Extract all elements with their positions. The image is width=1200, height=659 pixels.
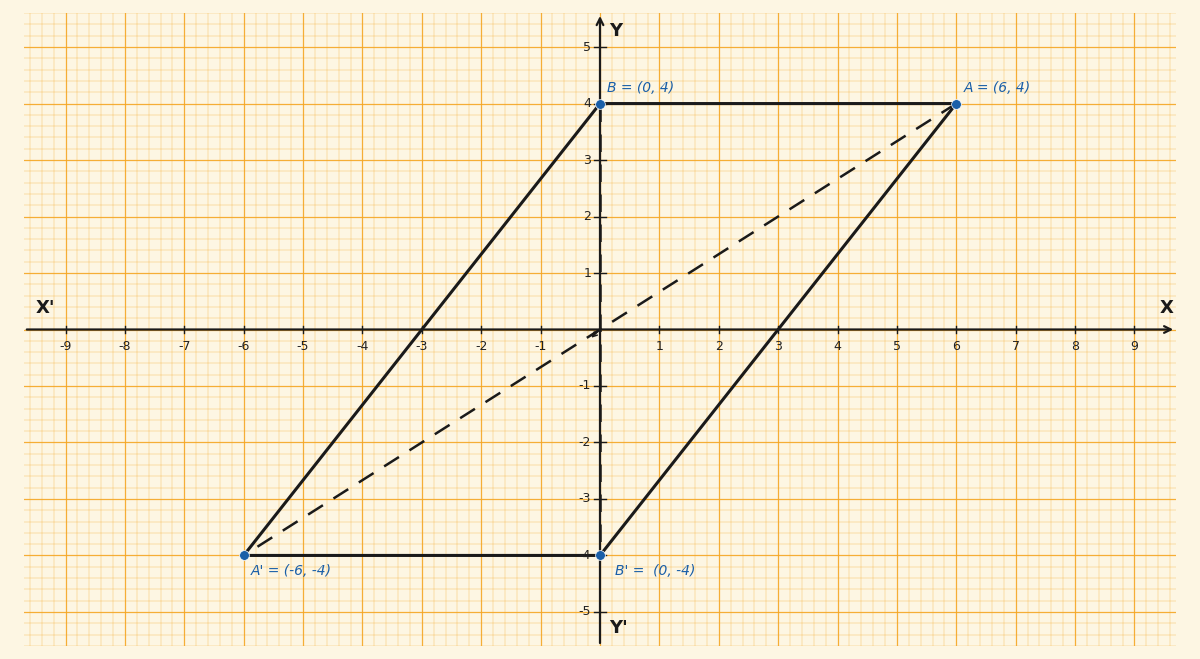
Text: 8: 8 [1072,339,1079,353]
Text: -2: -2 [475,339,487,353]
Text: A = (6, 4): A = (6, 4) [964,81,1031,95]
Text: -8: -8 [119,339,131,353]
Text: 1: 1 [583,266,592,279]
Text: B' =  (0, -4): B' = (0, -4) [614,564,695,578]
Text: 5: 5 [583,41,592,53]
Text: 7: 7 [1012,339,1020,353]
Text: -4: -4 [356,339,368,353]
Text: 1: 1 [655,339,664,353]
Text: X: X [1160,299,1174,317]
Text: -6: -6 [238,339,250,353]
Text: 4: 4 [583,97,592,110]
Text: 3: 3 [583,154,592,167]
Text: -4: -4 [578,549,592,562]
Text: 3: 3 [774,339,782,353]
Text: -7: -7 [178,339,191,353]
Text: 6: 6 [953,339,960,353]
Text: -2: -2 [578,436,592,449]
Text: 9: 9 [1130,339,1139,353]
Text: B = (0, 4): B = (0, 4) [607,81,674,95]
Text: -5: -5 [296,339,310,353]
Text: -9: -9 [59,339,72,353]
Text: -1: -1 [578,380,592,393]
Text: 2: 2 [583,210,592,223]
Text: 4: 4 [834,339,841,353]
Text: -1: -1 [534,339,547,353]
Text: 5: 5 [893,339,901,353]
Text: X': X' [36,299,55,317]
Text: -3: -3 [415,339,428,353]
Text: Y: Y [608,22,622,40]
Text: 2: 2 [715,339,722,353]
Text: A' = (-6, -4): A' = (-6, -4) [251,564,332,578]
Text: -5: -5 [578,606,592,618]
Text: Y': Y' [608,619,628,637]
Text: -3: -3 [578,492,592,505]
